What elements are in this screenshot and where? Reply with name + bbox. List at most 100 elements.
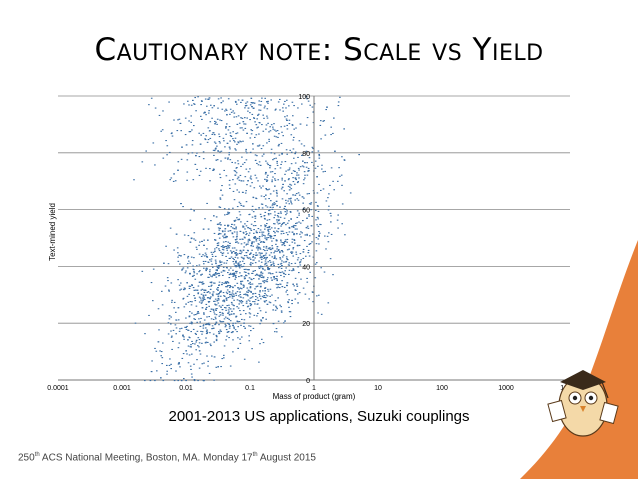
data-point [251, 241, 254, 243]
data-point [240, 300, 243, 302]
data-point [328, 232, 330, 234]
data-point [207, 360, 209, 362]
data-point [316, 176, 318, 178]
data-point [170, 330, 172, 332]
data-point [250, 223, 253, 225]
data-point [274, 256, 276, 258]
data-point [217, 272, 220, 274]
data-point [220, 264, 223, 266]
data-point [208, 322, 210, 324]
data-point [230, 294, 233, 296]
data-point [304, 162, 306, 164]
data-point [226, 286, 228, 288]
data-point [252, 301, 254, 303]
data-point [215, 121, 217, 123]
data-point [272, 309, 274, 311]
data-point [205, 308, 207, 310]
data-point [276, 215, 279, 217]
data-point [308, 157, 311, 159]
data-point [308, 214, 310, 216]
data-point [272, 323, 275, 325]
data-point [193, 289, 196, 291]
data-point [285, 214, 287, 216]
data-point [249, 308, 251, 310]
data-point [161, 304, 164, 306]
data-point [217, 299, 219, 301]
data-point [201, 118, 203, 120]
data-point [277, 250, 280, 252]
data-point [186, 171, 189, 173]
data-point [191, 301, 193, 303]
data-point [217, 267, 220, 269]
data-point [349, 192, 352, 194]
data-point [273, 135, 276, 137]
data-point [295, 222, 297, 224]
data-point [277, 216, 280, 218]
data-point [230, 256, 233, 258]
data-point [318, 243, 320, 245]
data-point [190, 331, 192, 333]
data-point [329, 258, 332, 260]
data-point [218, 248, 220, 250]
data-point [200, 274, 202, 276]
data-point [248, 340, 251, 342]
data-point [227, 282, 230, 284]
data-point [338, 167, 340, 169]
data-point [209, 137, 212, 139]
data-point [274, 109, 277, 111]
data-point [234, 275, 237, 277]
data-point [298, 169, 300, 171]
data-point [306, 233, 308, 235]
data-point [219, 260, 221, 262]
data-point [317, 205, 319, 207]
data-point [210, 251, 213, 253]
data-point [282, 135, 284, 137]
data-point [254, 159, 257, 161]
data-point [262, 249, 265, 251]
data-point [206, 323, 209, 325]
data-point [234, 322, 237, 324]
data-point [237, 99, 240, 101]
data-point [228, 291, 231, 293]
data-point [244, 192, 247, 194]
data-point [286, 119, 288, 121]
data-point [289, 316, 292, 318]
data-point [337, 227, 339, 229]
data-point [233, 295, 235, 297]
data-point [226, 114, 228, 116]
data-point [284, 116, 286, 118]
data-point [168, 364, 171, 366]
data-point [171, 299, 173, 301]
data-point [292, 225, 295, 227]
data-point [262, 277, 265, 279]
data-point [235, 261, 237, 263]
data-point [198, 318, 200, 320]
data-point [219, 142, 221, 144]
data-point [333, 189, 335, 191]
data-point [273, 123, 275, 125]
data-point [259, 257, 262, 259]
data-point [202, 228, 205, 230]
data-point [296, 172, 298, 174]
data-point [182, 335, 184, 337]
data-point [263, 246, 265, 248]
data-point [162, 342, 164, 344]
data-point [242, 140, 244, 142]
data-point [223, 357, 225, 359]
data-point [261, 207, 264, 209]
data-point [233, 140, 235, 142]
data-point [250, 129, 252, 131]
data-point [271, 204, 274, 206]
data-point [243, 258, 245, 260]
data-point [233, 220, 236, 222]
data-point [287, 302, 290, 304]
data-point [181, 146, 183, 148]
data-point [254, 299, 257, 301]
data-point [198, 367, 201, 369]
data-point [224, 316, 227, 318]
data-point [163, 262, 165, 264]
data-point [260, 148, 263, 150]
data-point [272, 203, 274, 205]
data-point [264, 173, 267, 175]
data-point [175, 311, 177, 313]
